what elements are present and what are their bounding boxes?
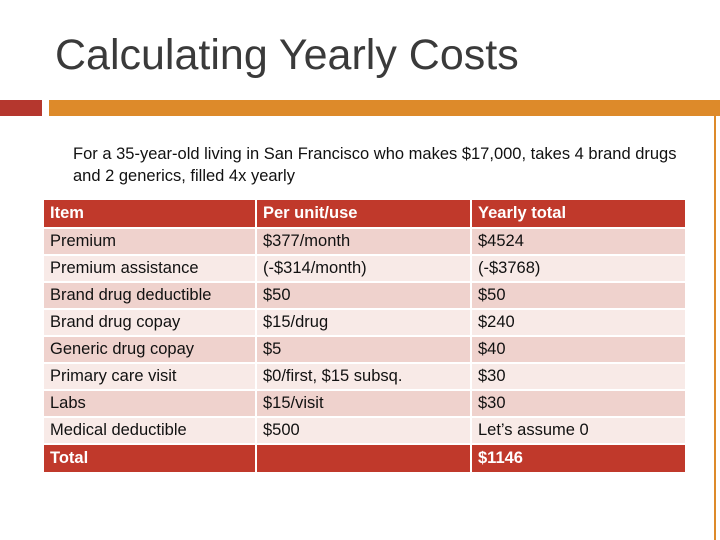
cell-item: Primary care visit: [42, 362, 257, 391]
yearly-cost-table: Item Per unit/use Yearly total Premium $…: [42, 198, 687, 474]
header-item: Item: [42, 198, 257, 229]
cell-per-unit: $377/month: [255, 227, 472, 256]
cell-item: Brand drug deductible: [42, 281, 257, 310]
cell-per-unit: $5: [255, 335, 472, 364]
total-yearly-value: $1146: [470, 443, 687, 474]
table-row: Generic drug copay $5 $40: [42, 335, 687, 364]
slide-title: Calculating Yearly Costs: [55, 31, 519, 79]
accent-line-right: [714, 116, 716, 540]
header-yearly-total: Yearly total: [470, 198, 687, 229]
cell-per-unit: $15/visit: [255, 389, 472, 418]
table-row: Labs $15/visit $30: [42, 389, 687, 418]
cell-yearly-total: $30: [470, 389, 687, 418]
cell-item: Generic drug copay: [42, 335, 257, 364]
intro-text: For a 35-year-old living in San Francisc…: [73, 145, 677, 185]
cell-yearly-total: Let’s assume 0: [470, 416, 687, 445]
cell-yearly-total: (-$3768): [470, 254, 687, 283]
accent-bar-main: [49, 100, 720, 116]
cell-yearly-total: $4524: [470, 227, 687, 256]
cell-per-unit: $500: [255, 416, 472, 445]
cell-yearly-total: $240: [470, 308, 687, 337]
table-row: Brand drug deductible $50 $50: [42, 281, 687, 310]
header-per-unit: Per unit/use: [255, 198, 472, 229]
table-row: Primary care visit $0/first, $15 subsq. …: [42, 362, 687, 391]
table-total-row: Total $1146: [42, 443, 687, 474]
table-header-row: Item Per unit/use Yearly total: [42, 198, 687, 229]
cell-per-unit: $0/first, $15 subsq.: [255, 362, 472, 391]
table-row: Premium $377/month $4524: [42, 227, 687, 256]
cell-item: Medical deductible: [42, 416, 257, 445]
accent-bar-left: [0, 100, 42, 116]
total-per-unit: [255, 443, 472, 474]
cell-yearly-total: $40: [470, 335, 687, 364]
cell-item: Brand drug copay: [42, 308, 257, 337]
cell-item: Labs: [42, 389, 257, 418]
cell-item: Premium: [42, 227, 257, 256]
cell-item: Premium assistance: [42, 254, 257, 283]
table-row: Medical deductible $500 Let’s assume 0: [42, 416, 687, 445]
table-row: Brand drug copay $15/drug $240: [42, 308, 687, 337]
table-row: Premium assistance (-$314/month) (-$3768…: [42, 254, 687, 283]
total-label: Total: [42, 443, 257, 474]
cell-per-unit: $15/drug: [255, 308, 472, 337]
cell-yearly-total: $30: [470, 362, 687, 391]
cell-per-unit: $50: [255, 281, 472, 310]
cell-yearly-total: $50: [470, 281, 687, 310]
cell-per-unit: (-$314/month): [255, 254, 472, 283]
